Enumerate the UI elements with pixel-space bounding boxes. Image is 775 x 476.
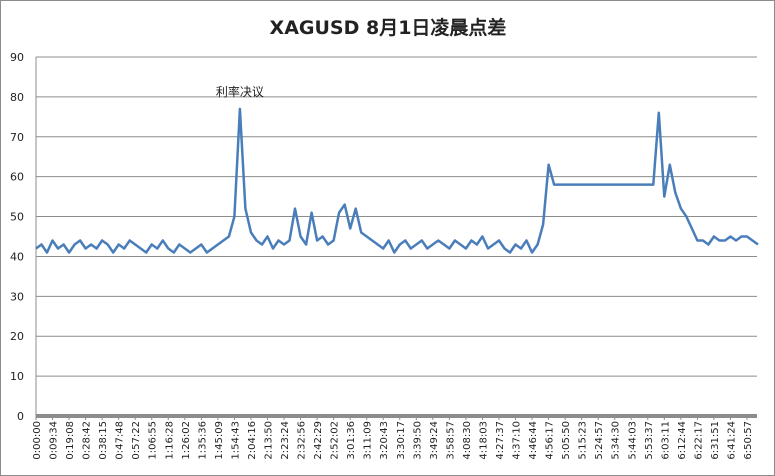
x-tick-label: 4:08:30 — [462, 421, 473, 460]
y-tick-label: 60 — [10, 171, 24, 184]
x-tick-label: 5:05:50 — [561, 421, 572, 460]
x-tick-label: 0:28:42 — [82, 421, 93, 460]
x-tick-label: 1:16:28 — [164, 421, 175, 460]
x-tick-label: 4:46:44 — [528, 421, 539, 460]
y-tick-label: 10 — [10, 370, 24, 383]
x-tick-label: 0:38:15 — [98, 421, 109, 460]
y-tick-label: 50 — [10, 211, 24, 224]
x-tick-label: 4:37:10 — [512, 421, 523, 460]
x-tick-label: 3:49:24 — [429, 421, 440, 460]
x-tick-label: 0:00:00 — [32, 421, 43, 460]
x-tick-label: 2:13:50 — [263, 421, 274, 460]
x-tick-label: 1:45:09 — [214, 421, 225, 460]
x-tick-label: 6:50:57 — [743, 421, 754, 460]
x-tick-label: 6:12:44 — [677, 421, 688, 460]
data-line — [35, 107, 759, 254]
x-tick-label: 0:19:08 — [65, 421, 76, 460]
x-tick-label: 0:09:34 — [49, 421, 60, 460]
x-tick-label: 6:31:51 — [710, 421, 721, 460]
x-tick-label: 1:26:02 — [181, 421, 192, 460]
x-tick-label: 2:23:24 — [280, 421, 291, 460]
x-tick-label: 1:06:55 — [148, 421, 159, 460]
y-tick-label: 20 — [10, 330, 24, 343]
x-tick-label: 5:34:30 — [611, 421, 622, 460]
x-tick-label: 3:30:17 — [396, 421, 407, 460]
x-tick-label: 2:52:02 — [330, 421, 341, 460]
x-tick-label: 2:42:29 — [313, 421, 324, 460]
x-tick-label: 5:44:03 — [627, 421, 638, 460]
x-tick-label: 4:56:17 — [545, 421, 556, 460]
x-tick-label: 5:53:37 — [644, 421, 655, 460]
x-tick-label: 5:15:23 — [578, 421, 589, 460]
x-tick-label: 4:18:03 — [478, 421, 489, 460]
y-tick-label: 80 — [10, 91, 24, 104]
x-tick-label: 2:04:16 — [247, 421, 258, 460]
y-tick-label: 90 — [10, 51, 24, 64]
x-tick-label: 6:41:24 — [726, 421, 737, 460]
x-tick-label: 1:54:43 — [230, 421, 241, 460]
x-tick-label: 6:03:11 — [660, 421, 671, 460]
annotation: 利率决议 — [216, 84, 264, 99]
x-tick-label: 3:11:09 — [363, 421, 374, 460]
x-tick-label: 3:20:43 — [379, 421, 390, 460]
x-tick-label: 3:01:36 — [346, 421, 357, 460]
y-tick-label: 30 — [10, 290, 24, 303]
x-tick-label: 4:27:37 — [495, 421, 506, 460]
x-tick-label: 2:32:56 — [297, 421, 308, 460]
x-tick-label: 1:35:36 — [197, 421, 208, 460]
x-tick-label: 3:58:57 — [445, 421, 456, 460]
x-tick-label: 0:47:48 — [115, 421, 126, 460]
y-tick-label: 0 — [17, 410, 24, 423]
x-tick-label: 0:57:22 — [131, 421, 142, 460]
x-tick-label: 6:22:17 — [693, 421, 704, 460]
y-tick-label: 40 — [10, 250, 24, 263]
x-tick-label: 3:39:50 — [412, 421, 423, 460]
x-tick-label: 5:24:57 — [594, 421, 605, 460]
chart-title: XAGUSD 8月1日凌晨点差 — [270, 16, 507, 39]
y-tick-label: 70 — [10, 131, 24, 144]
